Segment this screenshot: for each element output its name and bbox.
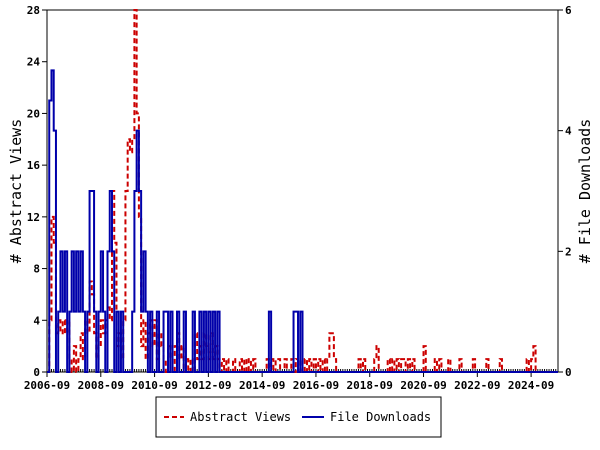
y-tick-label-left: 4 <box>33 314 40 327</box>
y-tick-label-left: 12 <box>27 211 40 224</box>
y-tick-label-right: 2 <box>565 245 572 258</box>
series-layer <box>47 9 558 373</box>
x-tick-label: 2016-09 <box>293 379 339 392</box>
x-tick-label: 2006-09 <box>24 379 70 392</box>
y-tick-label-right: 0 <box>565 366 572 379</box>
x-tick-label: 2018-09 <box>347 379 393 392</box>
y-tick-label-left: 28 <box>27 4 40 17</box>
x-tick-label: 2024-09 <box>508 379 554 392</box>
x-tick-label: 2022-09 <box>454 379 500 392</box>
y-axis-right: 0 2 4 6 <box>558 4 572 379</box>
y-tick-label-left: 0 <box>33 366 40 379</box>
y-tick-label-right: 4 <box>565 125 572 138</box>
y-tick-label-left: 24 <box>27 56 41 69</box>
legend-label-file-downloads: File Downloads <box>330 410 431 424</box>
legend: Abstract Views File Downloads <box>155 396 442 438</box>
series-line-file-downloads <box>47 69 558 373</box>
y-axis-left: 0 4 8 12 16 20 24 28 <box>27 4 47 379</box>
x-tick-label: 2014-09 <box>239 379 285 392</box>
y-tick-label-left: 20 <box>27 107 40 120</box>
x-tick-label: 2012-09 <box>185 379 231 392</box>
y-tick-label-left: 16 <box>27 159 41 172</box>
x-tick-label: 2008-09 <box>78 379 124 392</box>
y-axis-right-title: # File Downloads <box>576 119 594 264</box>
legend-label-abstract-views: Abstract Views <box>190 410 291 424</box>
y-tick-label-left: 8 <box>33 263 40 276</box>
legend-box <box>155 396 442 438</box>
y-axis-left-title: # Abstract Views <box>7 119 25 264</box>
x-tick-label: 2010-09 <box>131 379 177 392</box>
x-tick-label: 2020-09 <box>400 379 446 392</box>
y-tick-label-right: 6 <box>565 4 572 17</box>
